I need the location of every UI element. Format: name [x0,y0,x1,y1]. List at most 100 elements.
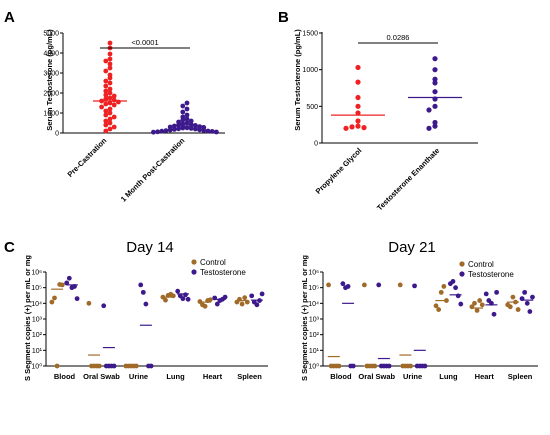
y-tick-label: 10² [32,332,43,339]
category-label: Urine [129,372,148,381]
y-tick-label: 10⁰ [308,363,319,371]
data-point [397,282,403,288]
data-point [197,299,203,304]
data-point [201,127,207,133]
data-point [107,110,113,116]
data-point [242,295,248,301]
data-point [522,289,528,295]
data-point [103,58,109,64]
data-point [143,301,149,307]
data-point [176,122,182,128]
data-point [361,282,367,288]
panel-b-category-label: Propylene Glycol [314,146,364,196]
data-point [54,363,60,369]
panel-b-p-value: 0.0286 [387,33,410,42]
data-point [111,97,117,103]
data-point [99,104,104,110]
legend-control-label: Control [200,258,226,267]
data-point [163,128,169,134]
data-point [180,117,186,123]
data-point [441,284,447,289]
data-point [107,61,113,67]
data-point [257,298,262,303]
data-point [207,297,213,303]
panel-a-p-value: <0.0001 [131,38,158,47]
data-point [103,112,109,118]
data-point [372,363,378,369]
data-point [116,99,121,105]
data-point [432,89,438,95]
data-point [180,121,186,127]
data-point [479,302,485,308]
data-point [237,296,242,302]
data-point [458,301,464,307]
data-point [107,120,113,126]
y-tick-label: 4000 [43,51,59,58]
data-point [96,363,102,369]
data-point [111,114,117,120]
data-point [167,127,173,133]
legend-control-marker [459,261,465,267]
category-label: Lung [166,372,185,381]
data-point [432,103,438,109]
data-point [180,109,186,115]
data-point [483,291,489,297]
data-point [103,92,109,98]
y-tick-label: 10³ [309,317,320,324]
y-tick-label: 2000 [43,91,59,98]
data-point [361,125,367,131]
data-point [103,83,109,89]
y-tick-label: 10¹ [309,348,320,355]
data-point [355,123,361,129]
data-point [350,363,356,369]
data-point [172,123,177,129]
panel-b-category-label: Testosterone Enanthate [375,146,441,212]
data-point [107,100,113,106]
data-point [432,96,438,102]
data-point [107,106,113,112]
data-point [432,80,438,86]
category-label: Oral Swab [83,372,120,381]
y-tick-label: 10⁶ [308,270,319,277]
data-point [103,122,109,128]
data-point [205,128,211,134]
y-tick-label: 10⁵ [308,285,319,292]
y-tick-label: 1000 [43,111,59,118]
data-point [148,363,154,369]
category-label: Heart [475,372,495,381]
data-point [175,288,181,294]
data-point [107,95,113,101]
data-point [107,75,113,81]
data-point [163,297,168,303]
data-point [212,295,218,301]
data-point [494,289,500,295]
y-tick-label: 10⁴ [308,301,319,308]
data-point [386,363,392,369]
data-point [107,65,113,71]
data-point [202,303,208,309]
data-point [99,98,104,104]
data-point [172,126,177,132]
data-point [103,118,109,124]
data-point [193,126,198,132]
data-point [355,64,361,71]
data-point [107,40,113,46]
legend-testosterone-marker [191,269,197,275]
data-point [355,103,361,109]
data-point [103,101,109,107]
data-point [184,106,190,112]
data-point [432,119,438,126]
data-point [436,307,442,312]
data-point [455,293,461,299]
data-point [355,79,361,85]
panel-c-day14: C Day 14 S Segment copies (+) per mL or … [4,239,268,381]
y-tick-label: 10⁴ [31,301,42,308]
data-point [103,68,109,74]
data-point [107,86,113,92]
y-tick-label: 5000 [43,31,59,38]
data-point [376,282,382,288]
data-point [222,294,228,300]
category-label: Lung [439,372,458,381]
panel-c-letter: C [4,239,15,256]
data-point [49,299,55,305]
